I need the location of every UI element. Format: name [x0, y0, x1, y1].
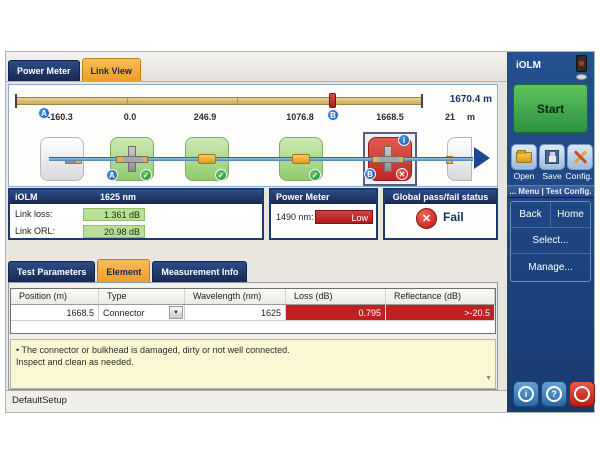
- save-button-label: Save: [542, 171, 562, 181]
- element-position-label: 0.0: [123, 112, 137, 122]
- open-button-label: Open: [513, 171, 535, 181]
- power-meter-panel-title: Power Meter: [276, 192, 330, 202]
- element-table-row: 1668.5 Connector ▼ 1625 0.795 >-20.5: [11, 305, 495, 321]
- global-status-title: Global pass/fail status: [392, 192, 489, 202]
- cell-position: 1668.5: [11, 305, 99, 321]
- iolm-results-panel: iOLM 1625 nm Link loss: 1.361 dB Link OR…: [8, 188, 264, 240]
- detail-tabbar: Test Parameters Element Measurement Info: [6, 254, 509, 282]
- save-floppy-icon: [545, 150, 559, 164]
- status-bar: DefaultSetup: [6, 390, 509, 412]
- navigation-box: Back Home Select... Manage...: [510, 201, 591, 282]
- info-badge-icon: i: [398, 134, 410, 146]
- tab-power-meter[interactable]: Power Meter: [8, 60, 80, 81]
- fail-x-icon: ✕: [396, 168, 408, 180]
- power-meter-panel: Power Meter 1490 nm: Low: [269, 188, 378, 240]
- diagnostic-note: • The connector or bulkhead is damaged, …: [10, 339, 496, 389]
- column-header-wavelength: Wavelength (nm): [185, 289, 286, 304]
- link-view-panel: A B 1670.4 m -160.3 0.0 246.9 1076.8 166…: [8, 84, 498, 187]
- next-section-arrow[interactable]: [474, 147, 490, 169]
- iolm-wavelength: 1625 nm: [100, 192, 137, 202]
- column-header-position: Position (m): [11, 289, 99, 304]
- view-tabbar: Power Meter Link View: [6, 52, 509, 82]
- home-button[interactable]: Home: [557, 209, 584, 220]
- cell-type-dropdown[interactable]: Connector ▼: [99, 305, 185, 321]
- open-button[interactable]: [511, 144, 537, 170]
- power-meter-value: Low: [315, 210, 373, 224]
- start-button-label: Start: [536, 101, 565, 116]
- tab-element[interactable]: Element: [97, 259, 151, 282]
- tab-measurement-info[interactable]: Measurement Info: [152, 261, 248, 282]
- pass-check-icon: ✓: [309, 169, 321, 181]
- help-button[interactable]: ?: [541, 381, 567, 407]
- scroll-down-icon[interactable]: ▼: [485, 375, 492, 382]
- pass-check-icon: ✓: [140, 169, 152, 181]
- link-orl-label: Link ORL:: [15, 226, 56, 236]
- ruler-tick: [127, 98, 128, 104]
- select-button[interactable]: Select...: [532, 235, 569, 246]
- dropdown-arrow-icon[interactable]: ▼: [169, 306, 183, 319]
- power-meter-wavelength-label: 1490 nm:: [276, 212, 314, 222]
- marker-a-badge[interactable]: A: [38, 107, 50, 119]
- ruler-start-cap: [15, 94, 17, 108]
- cell-reflectance: >-20.5: [386, 305, 495, 321]
- tab-test-parameters[interactable]: Test Parameters: [8, 261, 96, 282]
- cell-type-value: Connector: [103, 308, 145, 318]
- sidebar: iOLM Start Open Save Config. ... Menu | …: [507, 52, 595, 412]
- global-status-panel: Global pass/fail status ✕ Fail: [383, 188, 498, 240]
- info-button[interactable]: i: [513, 381, 539, 407]
- fiber-line: [49, 157, 473, 161]
- marker-b-badge: B: [364, 168, 376, 180]
- tab-link-view[interactable]: Link View: [81, 58, 141, 81]
- element-position-label: -160.3: [47, 112, 73, 122]
- link-total-length: 1670.4 m: [449, 94, 492, 105]
- help-icon: ?: [546, 386, 562, 402]
- close-button[interactable]: [569, 381, 595, 407]
- power-indicator-icon: [576, 74, 587, 80]
- open-folder-icon: [516, 149, 532, 163]
- element-position-label: 21: [444, 112, 456, 122]
- cell-wavelength: 1625: [185, 305, 286, 321]
- link-loss-label: Link loss:: [15, 209, 53, 219]
- element-position-label: 1076.8: [286, 112, 314, 122]
- element-position-label: 1668.5: [376, 112, 404, 122]
- marker-a-badge: A: [106, 169, 118, 181]
- info-icon: i: [518, 386, 534, 402]
- iolm-panel-title: iOLM: [15, 192, 38, 202]
- column-header-type: Type: [99, 289, 185, 304]
- column-header-loss: Loss (dB): [286, 289, 386, 304]
- start-button[interactable]: Start: [513, 84, 588, 133]
- iolm-application-window: Power Meter Link View A B 1670.4 m -160.…: [5, 51, 595, 413]
- close-icon: [574, 386, 590, 402]
- save-button[interactable]: [539, 144, 565, 170]
- config-button[interactable]: [567, 144, 593, 170]
- global-fail-icon: ✕: [416, 208, 437, 229]
- position-unit-label: m: [466, 112, 476, 122]
- ruler-end-cap: [421, 94, 423, 108]
- element-tab-content: Position (m) Type Wavelength (nm) Loss (…: [8, 282, 498, 390]
- diagnostic-note-line2: Inspect and clean as needed.: [16, 357, 134, 367]
- config-name: DefaultSetup: [12, 395, 67, 406]
- sidebar-app-title: iOLM: [516, 60, 541, 71]
- link-orl-value: 20.98 dB: [83, 225, 145, 238]
- config-button-label: Config.: [565, 171, 593, 181]
- marker-b-handle[interactable]: [329, 93, 336, 108]
- manage-button[interactable]: Manage...: [528, 262, 573, 273]
- element-table: Position (m) Type Wavelength (nm) Loss (…: [10, 288, 496, 334]
- menu-test-config-bar[interactable]: ... Menu | Test Config.: [507, 185, 594, 198]
- config-tools-icon: [572, 149, 588, 165]
- battery-icon: [576, 55, 587, 72]
- marker-b-badge[interactable]: B: [327, 109, 339, 121]
- diagnostic-note-line1: • The connector or bulkhead is damaged, …: [16, 345, 290, 355]
- ruler-tick: [237, 98, 238, 104]
- element-position-label: 246.9: [193, 112, 217, 122]
- cell-loss: 0.795: [286, 305, 386, 321]
- link-overview-ruler: [16, 97, 422, 105]
- back-button[interactable]: Back: [511, 202, 551, 227]
- pass-check-icon: ✓: [215, 169, 227, 181]
- column-header-reflectance: Reflectance (dB): [386, 289, 495, 304]
- link-loss-value: 1.361 dB: [83, 208, 145, 221]
- global-status-text: Fail: [443, 210, 464, 224]
